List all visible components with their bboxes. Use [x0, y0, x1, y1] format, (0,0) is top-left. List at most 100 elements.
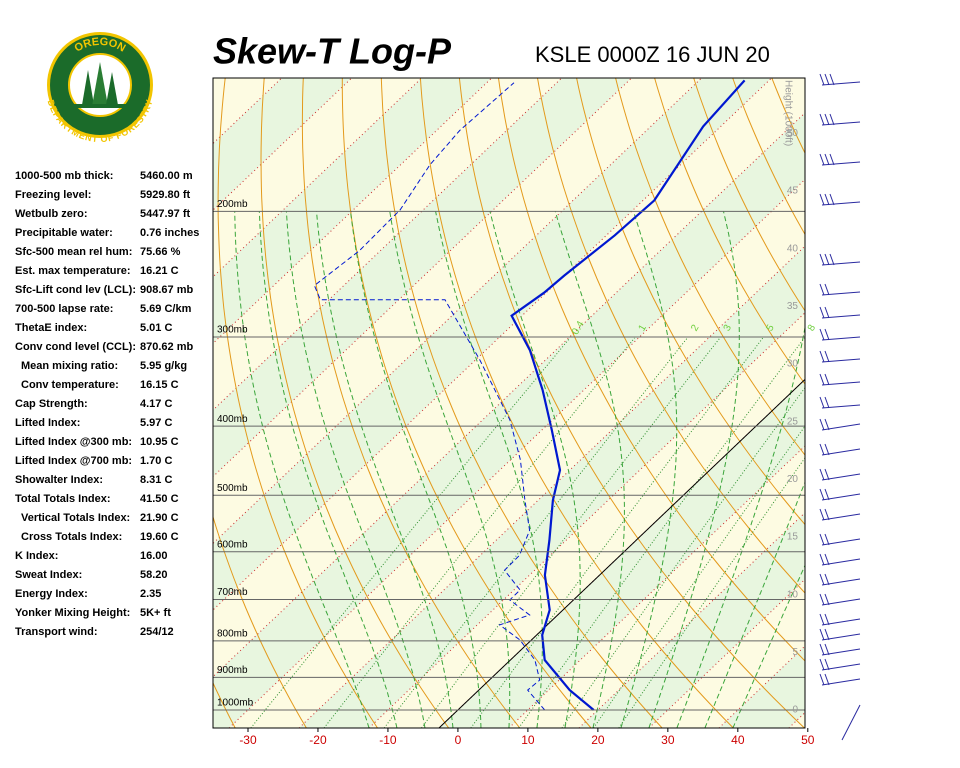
barb-feather [819, 153, 825, 166]
dry-adiabat [213, 515, 307, 728]
barb-feather [819, 573, 825, 586]
barb-feather [824, 73, 830, 86]
pressure-label: 500mb [217, 483, 248, 494]
dry-adiabat [498, 78, 805, 662]
moist-adiabat [285, 211, 426, 728]
pressure-label: 800mb [217, 628, 248, 639]
x-tick-label: -20 [309, 733, 327, 747]
dry-adiabat [615, 78, 805, 456]
isotherm [788, 711, 805, 728]
dry-adiabat [260, 78, 450, 728]
logo-text: OREGON [73, 36, 128, 55]
x-tick-label: 40 [731, 733, 745, 747]
barb-feather [819, 533, 825, 546]
band [299, 246, 805, 728]
dry-adiabat [732, 78, 805, 236]
barb-feather [819, 396, 825, 409]
barb-feather [829, 73, 835, 86]
barb-feather [824, 328, 830, 341]
pressure-label: 600mb [217, 539, 248, 550]
dry-adiabat [928, 78, 960, 728]
barb-feather [824, 193, 830, 206]
stat-label: Freezing level: [15, 189, 91, 201]
stat-value: 10.95 C [140, 436, 179, 448]
pressure-label: 200mb [217, 199, 248, 210]
band [213, 112, 805, 728]
dry-adiabat [301, 78, 521, 728]
moist-adiabat [435, 211, 543, 728]
stat-value: 5447.97 ft [140, 208, 190, 220]
stat-label: Wetbulb zero: [15, 208, 88, 220]
stat-label: Conv cond level (CCL): [15, 341, 136, 353]
height-label: 0 [792, 705, 798, 716]
x-tick-label: 10 [521, 733, 535, 747]
stat-value: 5460.00 m [140, 170, 193, 182]
barb-feather [819, 593, 825, 606]
band [368, 312, 805, 728]
dry-adiabat [850, 78, 960, 728]
barb-feather [824, 113, 830, 126]
plot-frame [212, 77, 806, 729]
stat-label: Lifted Index @300 mb: [15, 436, 132, 448]
mixing-ratio-line [383, 337, 688, 728]
barb-feather [824, 508, 830, 521]
barb-feather [819, 373, 825, 386]
mixing-ratio-line [421, 337, 721, 728]
stat-value: 4.17 C [140, 398, 172, 410]
height-label: 50 [787, 128, 799, 139]
stat-value: 41.50 C [140, 493, 179, 505]
barb-feather [819, 253, 825, 266]
stat-value: 58.20 [140, 569, 168, 581]
barb-feather [819, 673, 825, 686]
dry-adiabat [654, 78, 805, 385]
stat-value: 16.21 C [140, 265, 179, 277]
barb-feather [819, 658, 825, 671]
pressure-label: 900mb [217, 665, 248, 676]
x-tick-label: -10 [379, 733, 397, 747]
stat-label: Total Totals Index: [15, 493, 111, 505]
stat-label: Energy Index: [15, 588, 88, 600]
barb-feather [824, 488, 830, 501]
barb-feather [819, 350, 825, 363]
moist-adiabat [258, 211, 398, 728]
band [648, 579, 805, 728]
barb-feather [824, 396, 830, 409]
logo: OREGON DEPARTMENT OF FORESTRY [45, 32, 155, 145]
stat-label: Cap Strength: [15, 398, 88, 410]
stat-label: 1000-500 mb thick: [15, 170, 113, 182]
stat-value: 19.60 C [140, 531, 179, 543]
stat-value: 8.31 C [140, 474, 172, 486]
stat-label: Conv temperature: [21, 379, 119, 391]
stat-label: 700-500 lapse rate: [15, 303, 113, 315]
mixing-ratio-label: 2 [689, 323, 702, 334]
stat-label: ThetaE index: [15, 322, 87, 334]
barb-feather [824, 418, 830, 431]
moist-adiabat [234, 211, 370, 728]
x-tick-label: 0 [455, 733, 462, 747]
stat-label: Lifted Index: [15, 417, 80, 429]
stat-value: 5.95 g/kg [140, 360, 187, 372]
barb-staff [841, 704, 861, 741]
moist-adiabat [554, 211, 625, 728]
height-label: 30 [787, 359, 799, 370]
barb-feather [824, 283, 830, 296]
height-label: 25 [787, 416, 799, 427]
pressure-label: 400mb [217, 414, 248, 425]
stat-label: Sfc-Lift cond lev (LCL): [15, 284, 136, 296]
zero-isotherm [438, 378, 805, 728]
barb-feather [819, 468, 825, 481]
chart-subtitle: KSLE 0000Z 16 JUN 20 [535, 42, 770, 67]
stat-value: 5.01 C [140, 322, 172, 334]
pressure-label: 300mb [217, 325, 248, 336]
moist-adiabat [350, 211, 482, 728]
barb-feather [819, 643, 825, 656]
height-label: 35 [787, 301, 799, 312]
overlay: 0.4 1 2 3 5 81000mb900mb800mb700mb600mb500mb4… [213, 80, 818, 747]
barb-feather [824, 443, 830, 456]
barb-feather [824, 553, 830, 566]
barb-feather [824, 673, 830, 686]
barb-feather [819, 193, 825, 206]
band [213, 78, 805, 677]
stat-value: 0.76 inches [140, 227, 199, 239]
